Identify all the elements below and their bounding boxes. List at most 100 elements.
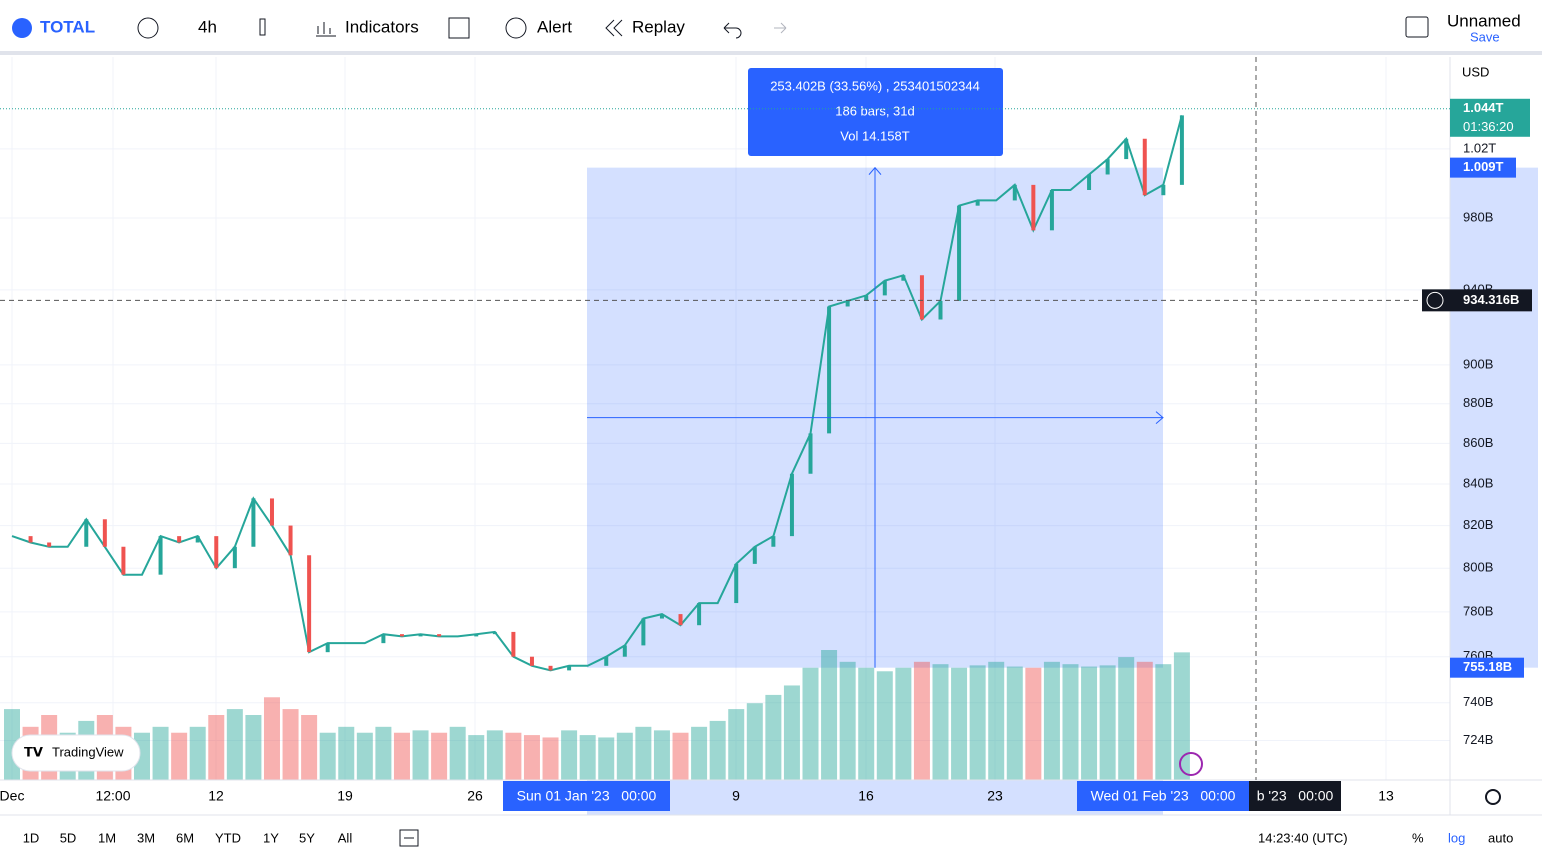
y-tick-label: 860B <box>1463 435 1493 450</box>
volume-bar <box>561 730 578 780</box>
symbol[interactable]: TOTAL <box>40 17 95 36</box>
volume-bar <box>152 726 169 780</box>
y-tick-label: 800B <box>1463 560 1493 575</box>
volume-bar <box>913 661 930 780</box>
time-label: 23 <box>987 788 1003 804</box>
range-button[interactable]: YTD <box>215 830 241 845</box>
volume-bar <box>765 694 782 780</box>
last-price-bg <box>1450 98 1530 137</box>
volume-bar <box>1062 664 1079 780</box>
clock[interactable]: 14:23:40 (UTC) <box>1258 830 1348 845</box>
price-line <box>11 115 1183 672</box>
overlay: 724B740B760B780B800B820B840B860B880B900B… <box>0 57 1532 811</box>
volume-bar <box>319 732 336 780</box>
range-button[interactable]: 1M <box>98 830 116 845</box>
volume-bar <box>709 720 726 780</box>
chart-style[interactable] <box>259 18 266 36</box>
log-toggle[interactable]: log <box>1448 830 1465 845</box>
volume-bar <box>1155 664 1172 780</box>
volume-bar <box>988 661 1005 780</box>
volume-bar <box>1006 666 1023 780</box>
interval[interactable]: 4h <box>198 17 217 36</box>
range-button[interactable]: 3M <box>137 830 155 845</box>
volume-bar <box>876 671 893 780</box>
time-badge <box>503 781 670 811</box>
volume-bar <box>263 697 280 780</box>
save[interactable]: Save <box>1470 29 1500 44</box>
crosshair-plus[interactable] <box>1426 291 1444 309</box>
auto-toggle[interactable]: auto <box>1488 830 1513 845</box>
range-button[interactable]: 1D <box>23 830 40 845</box>
volume-bar <box>189 726 206 780</box>
indicators-icon[interactable] <box>316 22 336 37</box>
time-label: 12:00 <box>95 788 130 804</box>
undo[interactable] <box>723 22 742 39</box>
time-badge-label: Sun 01 Jan '23 00:00 <box>517 788 657 804</box>
volume-bar <box>431 732 448 780</box>
measure-to-label: 1.009T <box>1463 159 1504 174</box>
symbol-icon[interactable] <box>12 18 32 38</box>
volume-bar <box>951 667 968 780</box>
volume-bar <box>746 703 763 780</box>
watermark: TradingView <box>52 744 124 759</box>
replay-icon[interactable] <box>605 19 623 37</box>
alert[interactable]: Alert <box>537 17 572 36</box>
volume-bar <box>505 732 522 780</box>
volume-bar <box>449 726 466 780</box>
crosshair-bg <box>1422 289 1532 312</box>
y-tick-label: 900B <box>1463 356 1493 371</box>
range-button[interactable]: All <box>338 830 353 845</box>
volume-bar <box>1118 657 1135 780</box>
volume-bar <box>523 735 540 780</box>
volume-bar <box>728 709 745 780</box>
volume-bar <box>1025 667 1042 780</box>
volume-bar <box>338 726 355 780</box>
measure-tooltip <box>748 68 1003 156</box>
range-button[interactable]: 6M <box>176 830 194 845</box>
time-badge <box>1249 781 1341 811</box>
fullscreen[interactable] <box>1405 16 1429 38</box>
volume-bar <box>616 732 633 780</box>
volume-bar <box>598 737 615 780</box>
y-tick-label: 880B <box>1463 395 1493 410</box>
volume-bar <box>486 730 503 780</box>
time-badge-label: b '23 00:00 <box>1257 788 1334 804</box>
range-button[interactable]: 1Y <box>263 830 279 845</box>
volume-bar <box>301 715 318 780</box>
time-badge-label: Wed 01 Feb '23 00:00 <box>1091 788 1236 804</box>
volume-bar <box>783 685 800 780</box>
templates[interactable] <box>448 17 470 39</box>
range-button[interactable]: 5D <box>60 830 77 845</box>
y-tick-label: 780B <box>1463 603 1493 618</box>
currency[interactable]: USD <box>1462 64 1489 79</box>
y-tick-label: 980B <box>1463 209 1493 224</box>
volume-bar <box>635 726 652 780</box>
time-label: 26 <box>467 788 483 804</box>
volume-bar <box>895 667 912 780</box>
measure-text: 186 bars, 31d <box>835 103 915 118</box>
range-button[interactable]: 5Y <box>299 830 315 845</box>
indicators[interactable]: Indicators <box>345 17 419 36</box>
volume-bar <box>932 664 949 780</box>
goto-date[interactable] <box>399 829 419 847</box>
add-symbol[interactable] <box>137 17 159 39</box>
volume-bar <box>356 732 373 780</box>
layout-name[interactable]: Unnamed <box>1447 11 1521 30</box>
time-label: 19 <box>337 788 353 804</box>
volume-bar <box>672 732 689 780</box>
volume-bar <box>282 709 299 780</box>
replay[interactable]: Replay <box>632 17 685 36</box>
time-label: 13 <box>1378 788 1394 804</box>
percent[interactable]: % <box>1412 830 1424 845</box>
volume-bar <box>969 665 986 780</box>
volume-bar <box>579 735 596 780</box>
lightning[interactable] <box>1179 752 1203 776</box>
crosshair <box>0 57 1450 780</box>
settings[interactable] <box>1485 789 1501 805</box>
y-tick-label: 1.02T <box>1463 140 1496 155</box>
alert-icon[interactable] <box>505 17 527 39</box>
watermark-box <box>11 734 141 772</box>
volume-bar <box>245 715 262 780</box>
redo[interactable] <box>774 22 787 34</box>
